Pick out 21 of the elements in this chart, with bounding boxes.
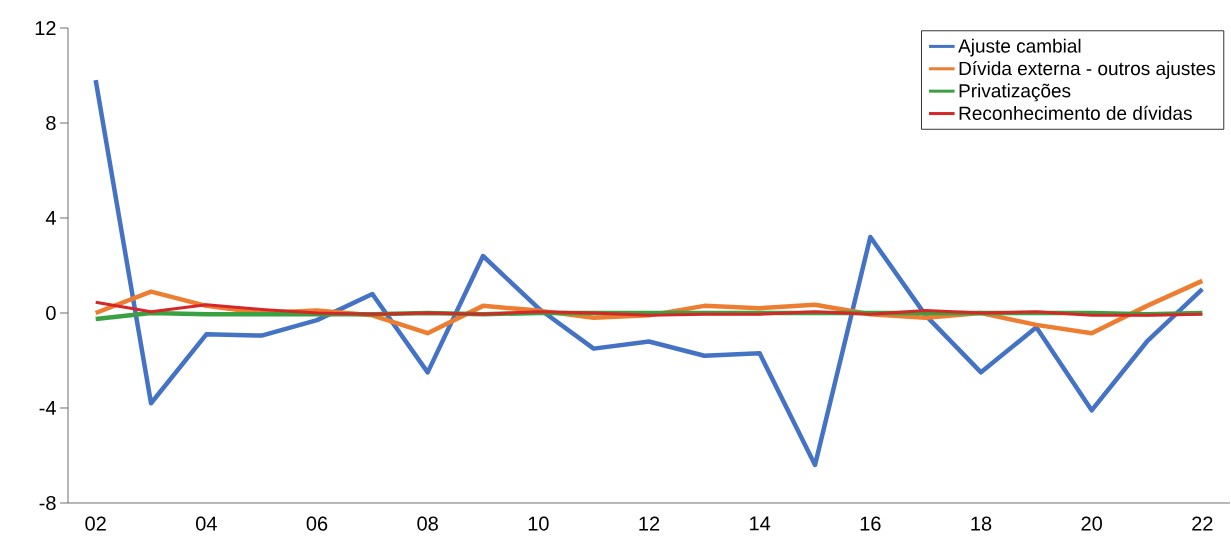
x-tick-label: 18 [971,516,992,531]
y-tick-label: 8 [46,115,56,131]
y-tick-label: -4 [39,401,56,415]
y-tick-label: 12 [35,21,56,35]
x-tick-label: 04 [196,516,217,531]
x-tick-label: 22 [1192,516,1213,531]
x-tick-label: 14 [750,516,771,531]
legend-label: Privatizações [959,83,1071,102]
legend-label: Ajuste cambial [958,38,1081,57]
x-tick-label: 12 [639,516,660,531]
legend-label: Dívida externa - outros ajustes [959,61,1216,79]
y-tick-label: 0 [46,305,56,321]
y-tick-label: -8 [39,495,56,511]
y-tick-label: 4 [45,211,56,225]
x-tick-label: 06 [306,516,328,531]
x-tick-label: 02 [85,516,106,531]
x-tick-label: 16 [860,516,881,531]
x-tick-label: 20 [1081,516,1102,531]
x-tick-label: 10 [528,516,549,531]
x-tick-label: 08 [417,516,438,531]
legend-label: Reconhecimento de dívidas [959,105,1192,120]
